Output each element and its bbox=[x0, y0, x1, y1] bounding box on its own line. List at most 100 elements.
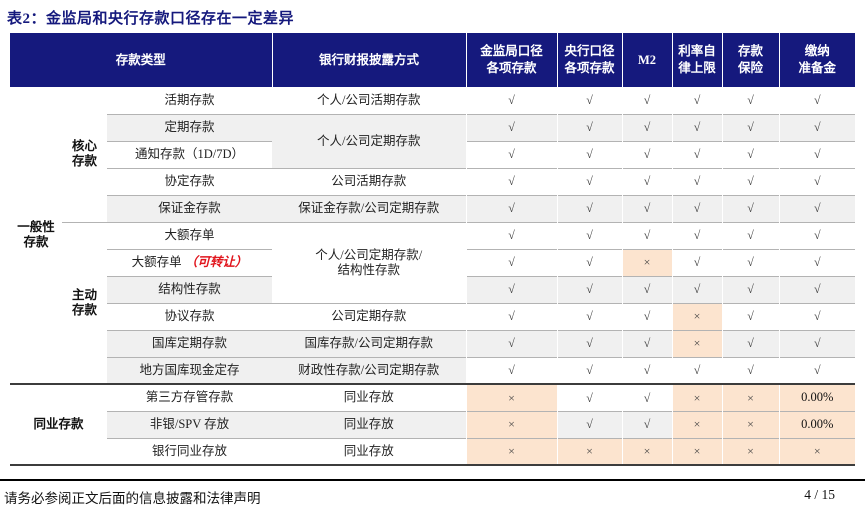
mark-cell: √ bbox=[556, 248, 622, 276]
table-row: 定期存款 个人/公司定期存款 √ √ √ √ √ √ bbox=[10, 113, 855, 168]
deposit-type-label: 结构性存款 bbox=[158, 282, 221, 296]
header-reserve: 缴纳 准备金 bbox=[779, 33, 855, 87]
mark-cell: √ bbox=[621, 221, 672, 249]
subgroup-cell: 主动 存款 bbox=[62, 221, 107, 384]
deposit-type-cell: 活期存款 bbox=[107, 87, 272, 114]
mark-cell: √ bbox=[465, 248, 557, 276]
mark-cell: √ bbox=[721, 113, 779, 141]
mark-cell: √ bbox=[465, 113, 557, 141]
mark-cell: √ bbox=[465, 275, 557, 303]
mark-cell: × bbox=[621, 437, 672, 465]
mark-cell: √ bbox=[721, 194, 779, 222]
mark-cell: √ bbox=[671, 275, 722, 303]
header-deposit-insurance: 存款 保险 bbox=[722, 33, 780, 87]
deposit-type-label: 银行同业存放 bbox=[151, 443, 227, 458]
disclosure-cell: 同业存放 bbox=[272, 410, 466, 438]
mark-cell: × bbox=[465, 383, 557, 411]
mark-cell: √ bbox=[778, 87, 855, 114]
mark-cell: × bbox=[671, 437, 722, 465]
deposit-type-cell: 大额存单 （可转让） bbox=[107, 248, 272, 276]
deposit-type-cell: 定期存款 bbox=[107, 113, 272, 141]
table-row: 一般性 存款 核心 存款 活期存款 个人/公司活期存款 √ √ √ √ √ √ bbox=[10, 87, 855, 384]
mark-cell: √ bbox=[778, 302, 855, 330]
deposit-type-label: 协定存款 bbox=[164, 174, 215, 188]
mark-cell: √ bbox=[556, 194, 622, 222]
disclosure-cell: 财政性存款/公司定期存款 bbox=[272, 356, 466, 384]
deposit-type-label: 通知存款（1D/7D） bbox=[134, 147, 245, 161]
disclosure-cell: 国库存款/公司定期存款 bbox=[272, 329, 466, 357]
deposit-type-cell: 地方国库现金定存 bbox=[107, 356, 272, 384]
table-row: 协议存款 公司定期存款 √ √ √ × √ √ bbox=[10, 302, 855, 330]
mark-cell: √ bbox=[556, 140, 622, 168]
group-cell: 同业存款 bbox=[10, 383, 107, 465]
mark-cell: √ bbox=[556, 356, 622, 384]
page-number: 4 / 15 bbox=[804, 487, 835, 502]
mark-cell: 0.00% bbox=[778, 410, 855, 438]
mark-cell: × bbox=[671, 383, 722, 411]
page-footer: 请务必参阅正文后面的信息披露和法律声明 4 / 15 bbox=[0, 487, 865, 507]
disclosure-cell: 保证金存款/公司定期存款 bbox=[272, 194, 466, 222]
deposit-type-cell: 第三方存管存款 bbox=[107, 383, 272, 411]
mark-cell: × bbox=[778, 437, 855, 465]
mark-cell: √ bbox=[465, 329, 557, 357]
deposit-type-label: 大额存单 bbox=[131, 255, 182, 269]
mark-cell: √ bbox=[621, 329, 672, 357]
header-disclosure: 银行财报披露方式 bbox=[272, 33, 467, 87]
mark-cell: √ bbox=[778, 221, 855, 249]
header-deposit-type: 存款类型 bbox=[10, 33, 273, 87]
mark-cell: √ bbox=[721, 356, 779, 384]
mark-cell: √ bbox=[465, 356, 557, 384]
group-cell: 一般性 存款 bbox=[10, 87, 62, 384]
mark-cell: √ bbox=[621, 87, 672, 114]
mark-cell: √ bbox=[621, 140, 672, 168]
mark-cell: √ bbox=[621, 194, 672, 222]
header-rate-limit: 利率自 律上限 bbox=[672, 33, 723, 87]
deposit-type-label: 大额存单 bbox=[164, 228, 215, 242]
deposit-type-label: 协议存款 bbox=[164, 309, 215, 323]
mark-cell: √ bbox=[778, 194, 855, 222]
mark-cell: √ bbox=[556, 113, 622, 141]
mark-cell: √ bbox=[778, 113, 855, 141]
disclosure-cell: 个人/公司定期存款 bbox=[272, 113, 466, 168]
mark-cell: √ bbox=[556, 275, 622, 303]
deposit-type-label: 地方国库现金定存 bbox=[139, 362, 240, 377]
mark-cell: √ bbox=[721, 329, 779, 357]
mark-cell: √ bbox=[671, 356, 722, 384]
deposit-type-cell: 国库定期存款 bbox=[107, 329, 272, 357]
mark-cell: √ bbox=[465, 167, 557, 195]
deposit-type-label: 非银/SPV 存放 bbox=[149, 417, 230, 431]
mark-cell: √ bbox=[465, 194, 557, 222]
table-row: 非银/SPV 存放 同业存放 × √ √ × × 0.00% bbox=[10, 410, 855, 438]
mark-cell: √ bbox=[556, 410, 622, 438]
table-row: 银行同业存放 同业存放 × × × × × × bbox=[10, 437, 855, 465]
mark-cell: √ bbox=[556, 302, 622, 330]
mark-cell: √ bbox=[465, 302, 557, 330]
header-jinjianju: 金监局口径 各项存款 bbox=[466, 33, 558, 87]
mark-cell: √ bbox=[671, 194, 722, 222]
mark-cell: √ bbox=[778, 248, 855, 276]
table-row: 协定存款 公司活期存款 √ √ √ √ √ √ bbox=[10, 167, 855, 195]
transferable-note: （可转让） bbox=[181, 255, 248, 269]
deposit-type-cell: 非银/SPV 存放 bbox=[107, 410, 272, 438]
deposit-type-label: 保证金存款 bbox=[158, 201, 221, 215]
deposit-type-cell: 协定存款 bbox=[107, 167, 272, 195]
disclosure-cell: 同业存放 bbox=[272, 383, 466, 411]
mark-cell: √ bbox=[556, 87, 622, 114]
deposit-type-label: 第三方存管存款 bbox=[145, 390, 234, 405]
mark-cell: √ bbox=[465, 221, 557, 249]
mark-cell: × bbox=[721, 437, 779, 465]
table-row: 结构性存款 √ √ √ √ √ √ bbox=[10, 275, 855, 303]
mark-cell: √ bbox=[721, 167, 779, 195]
mark-cell: √ bbox=[465, 87, 557, 114]
mark-cell: √ bbox=[621, 275, 672, 303]
subgroup-cell: 核心 存款 bbox=[62, 87, 107, 222]
mark-cell: √ bbox=[556, 329, 622, 357]
mark-cell: √ bbox=[465, 140, 557, 168]
table-row: 大额存单 （可转让） √ √ × √ √ √ bbox=[10, 248, 855, 276]
mark-cell: √ bbox=[778, 140, 855, 168]
mark-cell: √ bbox=[671, 167, 722, 195]
mark-cell: × bbox=[721, 410, 779, 438]
mark-cell: √ bbox=[621, 356, 672, 384]
footer-divider bbox=[0, 479, 865, 481]
